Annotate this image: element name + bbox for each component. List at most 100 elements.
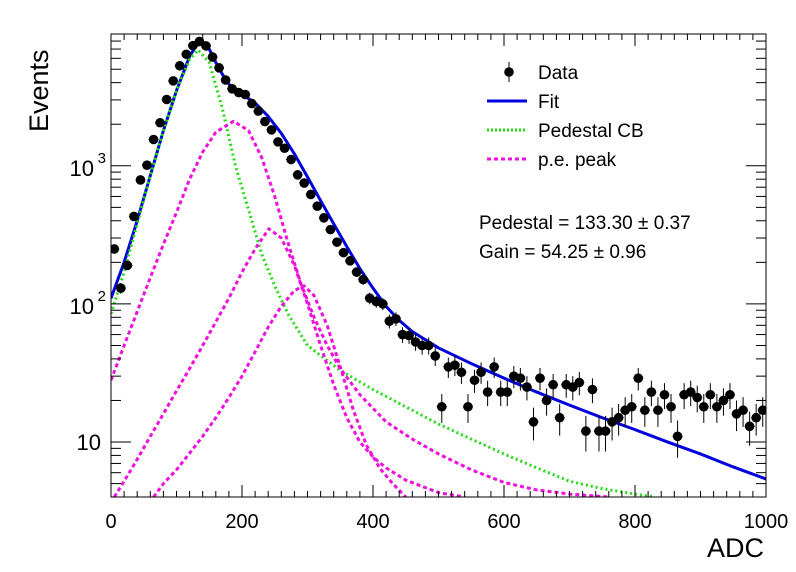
data-point <box>744 411 755 446</box>
data-point <box>587 378 598 404</box>
series-pedestal-cb <box>111 48 655 497</box>
data-point <box>115 283 126 294</box>
fit-result-text: Gain = 54.25 ± 0.96 <box>479 242 646 263</box>
data-point <box>142 160 153 171</box>
legend-entry: Data <box>504 62 579 84</box>
series-fit <box>111 41 766 481</box>
data-point <box>404 328 415 344</box>
data-point <box>259 116 270 127</box>
data-point <box>679 383 690 410</box>
data-point <box>751 403 762 436</box>
series-p-e-peak-2 <box>113 227 465 497</box>
data-point <box>528 407 539 441</box>
legend-entry: p.e. peak <box>487 150 617 171</box>
data-point <box>111 244 120 254</box>
data-point <box>626 394 637 423</box>
fit-result-text: Pedestal = 133.30 ± 0.37 <box>479 213 691 234</box>
y-tick-exponent: 2 <box>98 288 106 305</box>
data-point <box>731 400 742 432</box>
series-p-e-peak-1 <box>111 119 609 497</box>
data-point <box>220 75 231 85</box>
data-point <box>711 394 722 423</box>
data-point <box>705 383 716 410</box>
data-point <box>423 337 434 355</box>
x-tick-label: 400 <box>356 511 389 533</box>
data-point <box>469 369 480 393</box>
data-point <box>207 52 218 62</box>
data-point <box>200 41 211 51</box>
data-point <box>652 397 663 427</box>
data-point <box>521 376 532 401</box>
data-point <box>128 211 139 222</box>
data-point <box>377 298 388 311</box>
data-point <box>168 76 179 86</box>
data-point <box>135 175 146 185</box>
data-point <box>358 274 369 285</box>
x-axis-label: ADC <box>707 533 764 563</box>
data-point <box>161 94 172 105</box>
data-point <box>174 60 185 71</box>
y-tick-label: 10 <box>70 294 94 319</box>
y-tick-label: 10 <box>70 156 94 181</box>
data-point <box>449 355 460 377</box>
data-point <box>659 383 670 410</box>
x-axis-ticks: 0 200 400 600 800 1000 <box>105 34 788 533</box>
data-point <box>666 394 677 423</box>
data-point <box>181 49 192 60</box>
data-point <box>214 63 225 73</box>
data-point <box>613 403 624 436</box>
y-tick-exponent: 3 <box>98 150 106 167</box>
fit-results: Pedestal = 133.30 ± 0.37 Gain = 54.25 ± 0… <box>479 213 691 263</box>
x-tick-label: 600 <box>487 511 520 533</box>
data-point <box>646 380 657 407</box>
data-point <box>698 394 709 423</box>
series-layer <box>111 36 766 497</box>
legend-entry: Pedestal CB <box>487 121 644 142</box>
data-point <box>502 380 513 407</box>
data-point <box>318 213 329 223</box>
legend: Data Fit Pedestal CB p.e. peak <box>487 62 644 171</box>
data-point <box>122 260 133 271</box>
legend-label: p.e. peak <box>538 150 617 171</box>
data-point <box>351 267 362 277</box>
data-point <box>312 201 323 211</box>
data-point <box>430 347 441 367</box>
data-point <box>548 373 559 398</box>
y-axis-label: Events <box>24 49 54 132</box>
legend-label: Data <box>538 63 579 84</box>
data-point <box>476 362 487 384</box>
x-tick-label: 800 <box>618 511 651 533</box>
data-point <box>692 385 703 413</box>
data-point <box>515 367 526 391</box>
data-point <box>338 247 349 258</box>
x-tick-label: 200 <box>225 511 258 533</box>
data-point <box>240 89 251 100</box>
data-point <box>436 394 447 423</box>
data-point <box>757 397 766 427</box>
data-point <box>299 178 310 188</box>
legend-entry: Fit <box>487 92 560 113</box>
data-point <box>541 388 552 416</box>
data-point <box>305 189 316 200</box>
data-point <box>633 367 644 391</box>
data-point <box>574 371 585 396</box>
legend-label: Pedestal CB <box>538 121 644 142</box>
data-point <box>738 397 749 427</box>
data-point <box>600 415 611 452</box>
data-point <box>273 137 284 147</box>
data-point <box>266 125 277 135</box>
data-point <box>155 117 166 128</box>
data-point <box>279 143 290 154</box>
data-point <box>482 380 493 407</box>
data-point <box>148 134 159 145</box>
data-point <box>292 170 303 180</box>
data-point <box>253 106 264 116</box>
data-point <box>535 367 546 391</box>
data-point <box>607 407 618 441</box>
x-tick-label: 0 <box>105 511 116 533</box>
plot-frame <box>110 33 767 498</box>
data-point <box>462 394 473 423</box>
data-point <box>489 357 500 378</box>
